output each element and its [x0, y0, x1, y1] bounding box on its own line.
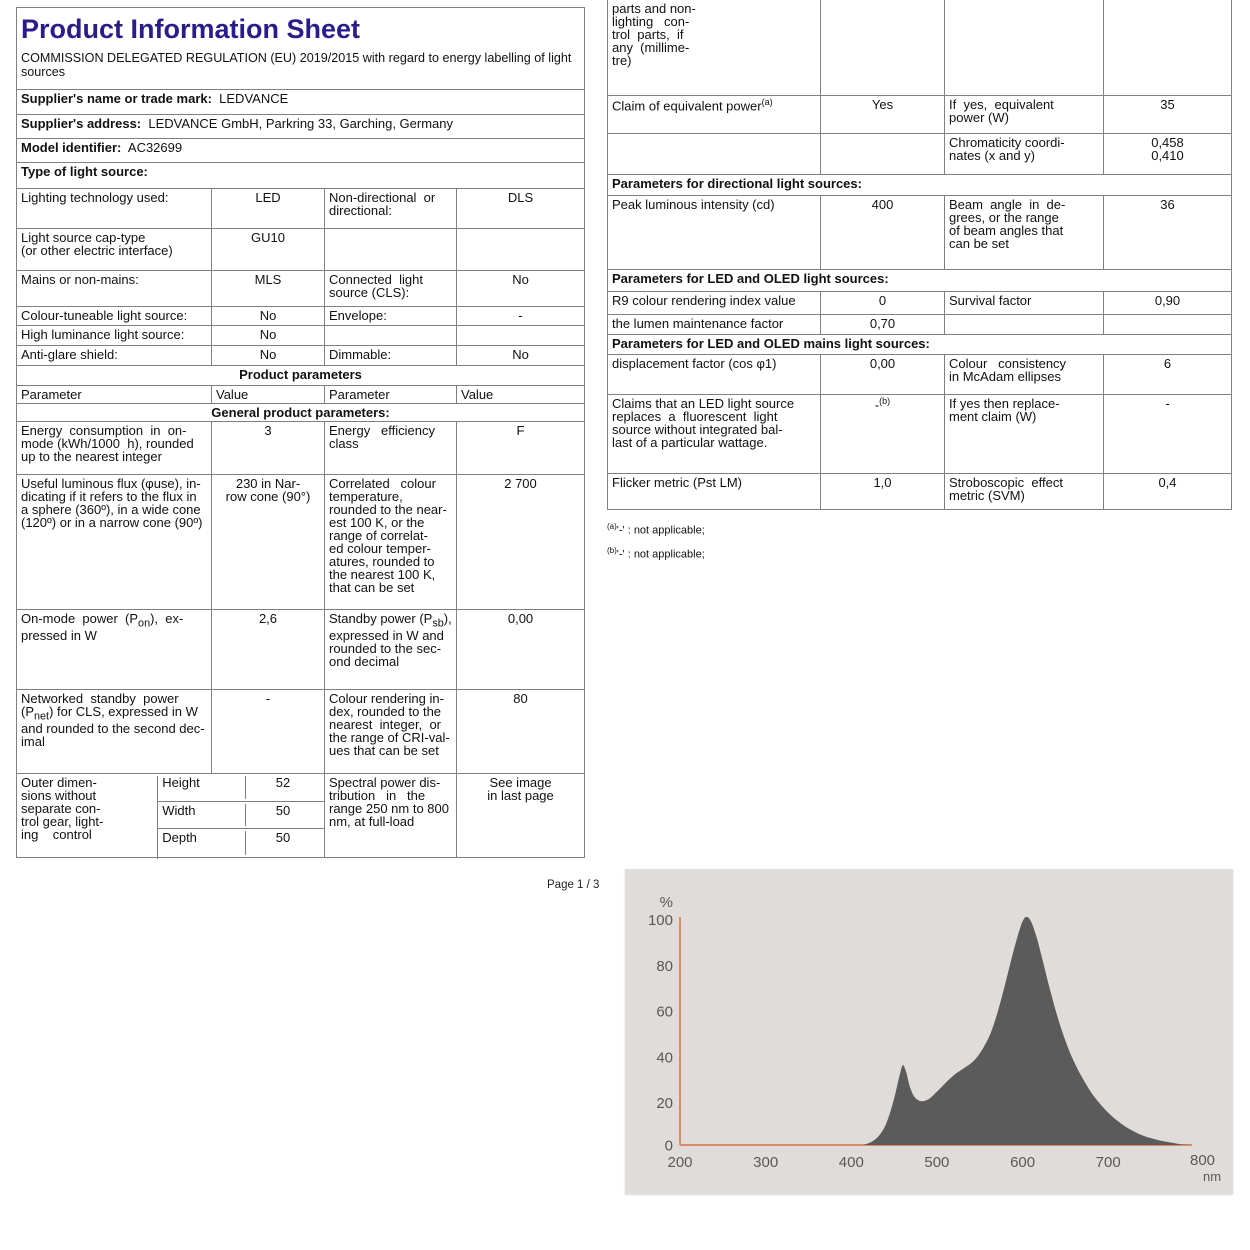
svg-text:800: 800	[1190, 1152, 1215, 1169]
svg-text:700: 700	[1096, 1154, 1121, 1171]
svg-text:300: 300	[753, 1154, 778, 1171]
svg-text:%: %	[660, 894, 673, 911]
svg-text:100: 100	[648, 912, 673, 929]
svg-text:600: 600	[1010, 1154, 1035, 1171]
svg-text:40: 40	[656, 1049, 673, 1066]
svg-text:400: 400	[839, 1154, 864, 1171]
svg-text:nm: nm	[1203, 1169, 1221, 1184]
svg-text:500: 500	[924, 1154, 949, 1171]
svg-text:80: 80	[656, 958, 673, 975]
svg-text:20: 20	[656, 1095, 673, 1112]
svg-text:200: 200	[667, 1154, 692, 1171]
svg-text:60: 60	[656, 1004, 673, 1021]
svg-text:0: 0	[665, 1138, 673, 1155]
